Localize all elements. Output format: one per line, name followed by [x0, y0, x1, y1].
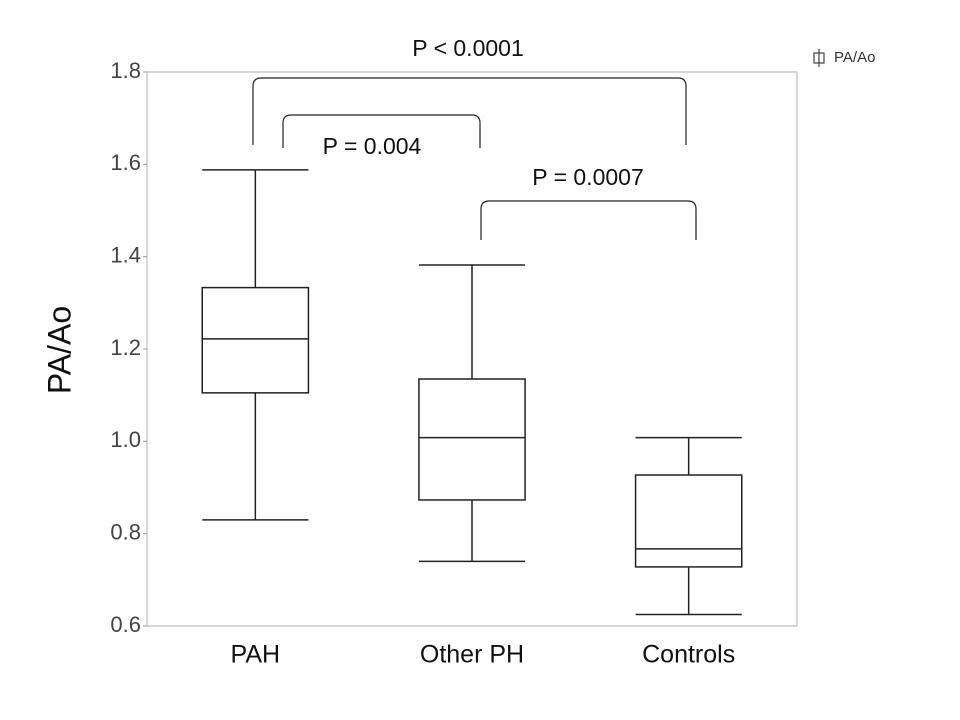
y-tick-label: 1.4 [110, 242, 141, 267]
y-axis-label: PA/Ao [41, 306, 77, 394]
bracket [480, 200, 697, 240]
y-tick-label: 1.2 [110, 335, 141, 360]
box [418, 378, 526, 501]
x-tick-label: Other PH [420, 641, 524, 669]
annotation: P < 0.0001 [412, 35, 524, 61]
y-tick-label: 0.6 [110, 612, 141, 637]
x-tick-label: PAH [231, 641, 281, 669]
y-tick-label: 1.0 [110, 427, 141, 452]
box [201, 286, 310, 394]
box [634, 474, 743, 568]
annotation: P = 0.004 [323, 133, 422, 159]
y-tick-label: 1.8 [110, 58, 141, 83]
x-tick-label: Controls [642, 641, 735, 669]
y-tick-label: 0.8 [110, 519, 141, 544]
y-tick-label: 1.6 [110, 150, 141, 175]
bracket [282, 114, 481, 148]
legend-label: PA/Ao [834, 49, 875, 66]
annotation: P = 0.0007 [532, 164, 644, 190]
bracket [252, 77, 687, 145]
